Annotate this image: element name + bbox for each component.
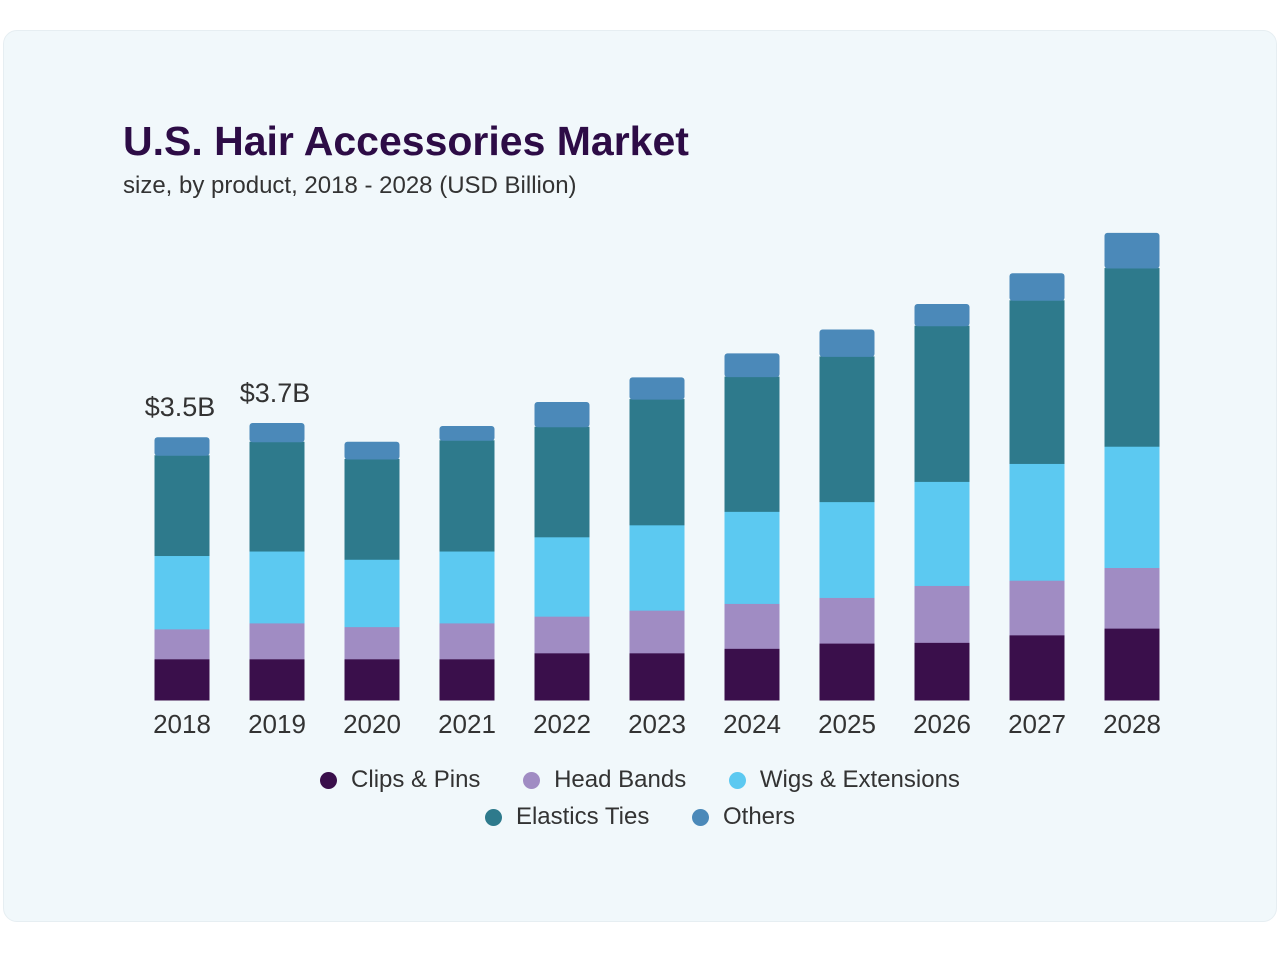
bar-segment-head-bands-2021: [439, 622, 495, 660]
bar-segment-elastics-ties-2018: [154, 455, 210, 557]
legend-swatch: [484, 808, 502, 826]
bar-segment-others-2019: [249, 423, 305, 443]
bar-segment-clips-pins-2027: [1009, 634, 1065, 701]
legend-swatch: [728, 771, 746, 789]
bar-segment-others-2024: [724, 353, 780, 378]
bar-segment-others-2028: [1104, 232, 1160, 269]
legend-item-head-bands: Head Bands: [523, 766, 686, 794]
bar-segment-wigs-extensions-2022: [534, 536, 590, 617]
bar-segment-elastics-ties-2027: [1009, 300, 1065, 464]
x-tick-label: 2021: [438, 709, 496, 739]
bar-segment-clips-pins-2021: [439, 658, 495, 701]
bar-segment-wigs-extensions-2026: [914, 481, 970, 586]
bar-segment-others-2018: [154, 437, 210, 456]
legend-label: Head Bands: [554, 766, 687, 793]
legend-item-elastics-ties: Elastics Ties: [484, 803, 650, 831]
bar-segment-wigs-extensions-2020: [344, 559, 400, 628]
legend-item-others: Others: [692, 803, 795, 831]
bar-segment-elastics-ties-2020: [344, 458, 400, 560]
bar-segment-others-2026: [914, 303, 970, 327]
bar-segment-wigs-extensions-2024: [724, 511, 780, 604]
bar-segment-elastics-ties-2021: [439, 440, 495, 552]
bar-segment-wigs-extensions-2025: [819, 501, 875, 598]
bar-segment-clips-pins-2019: [249, 658, 305, 701]
bar-segment-others-2023: [629, 377, 685, 400]
bar-segment-head-bands-2025: [819, 597, 875, 644]
legend-label: Wigs & Extensions: [759, 766, 960, 793]
x-tick-label: 2028: [1103, 709, 1161, 739]
legend-label: Clips & Pins: [351, 766, 481, 793]
legend-label: Elastics Ties: [515, 803, 650, 830]
bar-segment-head-bands-2020: [344, 626, 400, 660]
x-tick-label: 2027: [1008, 709, 1066, 739]
bar-segment-clips-pins-2023: [629, 652, 685, 701]
bar-segment-others-2021: [439, 426, 495, 441]
bar-segment-clips-pins-2024: [724, 648, 780, 701]
x-tick-label: 2019: [248, 709, 306, 739]
total-value-label: $3.7B: [240, 378, 311, 408]
legend-item-wigs-extensions: Wigs & Extensions: [728, 766, 960, 794]
bar-segment-wigs-extensions-2027: [1009, 463, 1065, 581]
bar-segment-others-2020: [344, 441, 400, 460]
bar-segment-wigs-extensions-2019: [249, 551, 305, 624]
bar-segment-others-2027: [1009, 273, 1065, 301]
legend-row-1: Clips & Pins Head Bands Wigs & Extension…: [0, 766, 1280, 796]
bar-segment-clips-pins-2018: [154, 658, 210, 701]
x-tick-label: 2026: [913, 709, 971, 739]
bar-segment-others-2022: [534, 402, 590, 428]
legend-swatch: [523, 771, 541, 789]
bar-segment-elastics-ties-2023: [629, 399, 685, 526]
bar-segment-clips-pins-2028: [1104, 628, 1160, 701]
bar-segment-head-bands-2028: [1104, 567, 1160, 629]
legend-item-clips-pins: Clips & Pins: [320, 766, 480, 794]
bar-segment-head-bands-2022: [534, 616, 590, 654]
legend-swatch: [692, 808, 709, 826]
bar-segment-wigs-extensions-2018: [154, 555, 210, 630]
bar-segment-elastics-ties-2024: [724, 376, 780, 512]
bar-segment-clips-pins-2022: [534, 652, 590, 701]
bar-segment-elastics-ties-2028: [1104, 268, 1160, 447]
bar-segment-clips-pins-2025: [819, 643, 875, 701]
bar-segment-wigs-extensions-2023: [629, 524, 685, 611]
chart-subtitle: size, by product, 2018 - 2028 (USD Billi…: [123, 172, 577, 199]
bar-segment-elastics-ties-2026: [914, 325, 970, 482]
chart-title: U.S. Hair Accessories Market: [123, 118, 689, 164]
bar-segment-elastics-ties-2025: [819, 356, 875, 503]
bar-segment-elastics-ties-2019: [249, 441, 305, 552]
bar-segment-head-bands-2026: [914, 585, 970, 643]
bar-segment-head-bands-2023: [629, 610, 685, 654]
x-tick-label: 2024: [723, 709, 781, 739]
x-tick-label: 2022: [533, 709, 591, 739]
bar-segment-head-bands-2024: [724, 603, 780, 649]
x-tick-label: 2023: [628, 709, 686, 739]
bar-segment-others-2025: [819, 329, 875, 357]
bar-segment-clips-pins-2026: [914, 642, 970, 701]
x-tick-label: 2025: [818, 709, 876, 739]
bar-segment-wigs-extensions-2021: [439, 551, 495, 624]
legend-swatch: [320, 771, 338, 789]
bar-segment-head-bands-2018: [154, 628, 210, 660]
bar-segment-wigs-extensions-2028: [1104, 446, 1160, 568]
legend-label: Others: [723, 803, 796, 830]
bar-segment-elastics-ties-2022: [534, 426, 590, 538]
bar-segment-head-bands-2019: [249, 622, 305, 660]
legend-row-2: Elastics Ties Others: [0, 803, 1280, 833]
bar-segment-clips-pins-2020: [344, 658, 400, 701]
x-tick-label: 2020: [343, 709, 401, 739]
total-value-label: $3.5B: [145, 392, 216, 422]
x-tick-label: 2018: [153, 709, 211, 739]
bar-segment-head-bands-2027: [1009, 580, 1065, 636]
